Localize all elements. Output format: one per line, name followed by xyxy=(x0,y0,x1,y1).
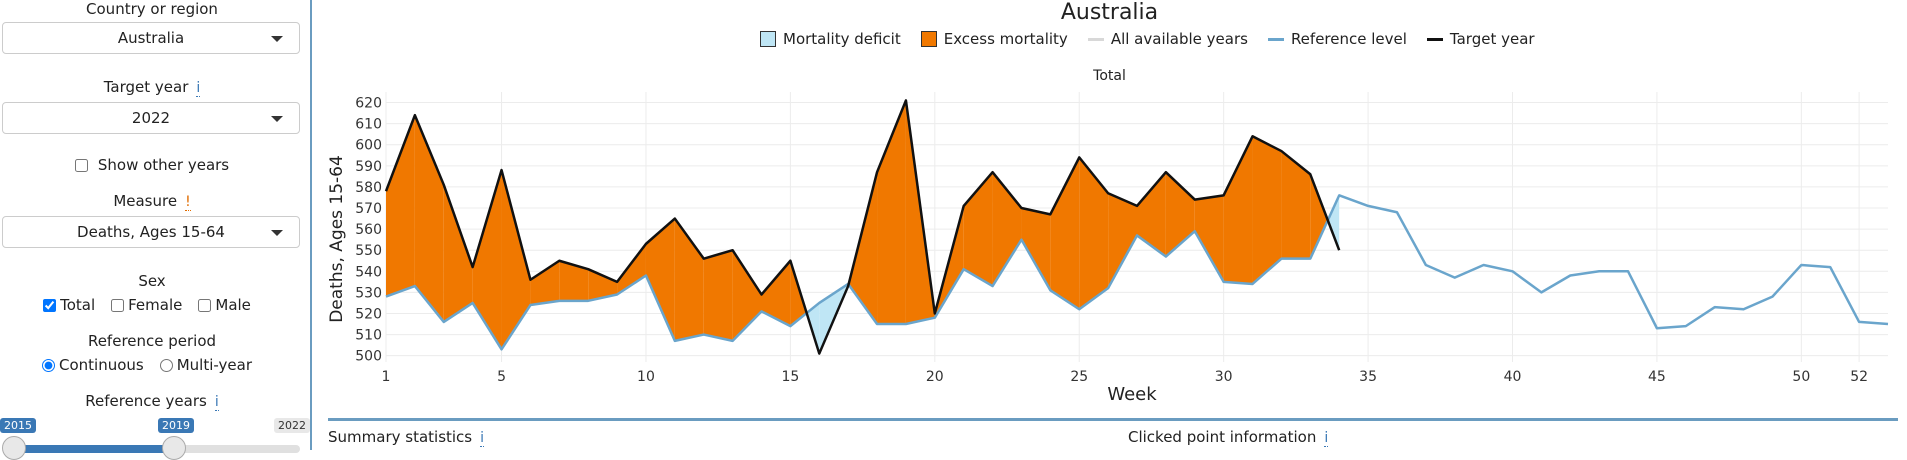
x-tick-label: 45 xyxy=(1648,369,1666,385)
info-icon[interactable]: i xyxy=(1324,430,1328,447)
clicked-point-text: Clicked point information xyxy=(1128,428,1316,446)
y-tick-label: 540 xyxy=(355,264,382,280)
y-tick-label: 600 xyxy=(355,138,382,154)
info-icon[interactable]: i xyxy=(480,430,484,447)
slider-value-badge: 2019 xyxy=(158,418,194,433)
y-tick-label: 530 xyxy=(355,285,382,301)
excess-area xyxy=(704,250,733,341)
excess-area xyxy=(530,261,559,305)
excess-area xyxy=(1050,157,1079,309)
excess-area xyxy=(1137,172,1166,256)
x-tick-label: 20 xyxy=(926,369,944,385)
x-tick-label: 52 xyxy=(1850,369,1868,385)
y-tick-label: 620 xyxy=(355,96,382,112)
x-tick-label: 1 xyxy=(382,369,391,385)
x-tick-label: 10 xyxy=(637,369,655,385)
y-axis-label: Deaths, Ages 15-64 xyxy=(327,155,347,323)
y-tick-label: 510 xyxy=(355,328,382,344)
reference-years-slider-fill xyxy=(8,445,172,453)
y-tick-label: 590 xyxy=(355,159,382,175)
y-tick-label: 500 xyxy=(355,349,382,365)
excess-area xyxy=(473,170,502,349)
mortality-chart[interactable]: 500510520530540550560570580590600610620 … xyxy=(0,0,1907,420)
excess-area xyxy=(386,115,415,296)
x-tick-label: 15 xyxy=(781,369,799,385)
clicked-point-label: Clicked point information i xyxy=(1128,428,1328,446)
x-tick-label: 50 xyxy=(1792,369,1810,385)
summary-statistics-label: Summary statistics i xyxy=(328,428,484,446)
excess-area xyxy=(849,172,877,324)
y-tick-label: 560 xyxy=(355,222,382,238)
x-axis-label: Week xyxy=(1107,384,1157,405)
slider-min-badge: 2015 xyxy=(0,418,36,433)
excess-area xyxy=(1079,157,1108,309)
x-tick-label: 40 xyxy=(1504,369,1522,385)
x-tick-label: 35 xyxy=(1359,369,1377,385)
slider-start-handle[interactable] xyxy=(2,436,26,460)
bottom-divider xyxy=(328,418,1898,421)
y-tick-label: 580 xyxy=(355,180,382,196)
y-tick-label: 550 xyxy=(355,243,382,259)
y-tick-label: 570 xyxy=(355,201,382,217)
y-tick-label: 520 xyxy=(355,306,382,322)
excess-area xyxy=(1281,151,1310,259)
slider-end-handle[interactable] xyxy=(162,436,186,460)
excess-area xyxy=(1108,193,1137,288)
x-tick-label: 5 xyxy=(497,369,506,385)
slider-max-badge: 2022 xyxy=(274,418,310,433)
excess-area xyxy=(762,261,791,326)
x-tick-label: 25 xyxy=(1070,369,1088,385)
excess-area xyxy=(1224,136,1253,284)
y-tick-label: 610 xyxy=(355,117,382,133)
x-tick-label: 30 xyxy=(1215,369,1233,385)
excess-area xyxy=(646,219,675,341)
summary-statistics-text: Summary statistics xyxy=(328,428,472,446)
